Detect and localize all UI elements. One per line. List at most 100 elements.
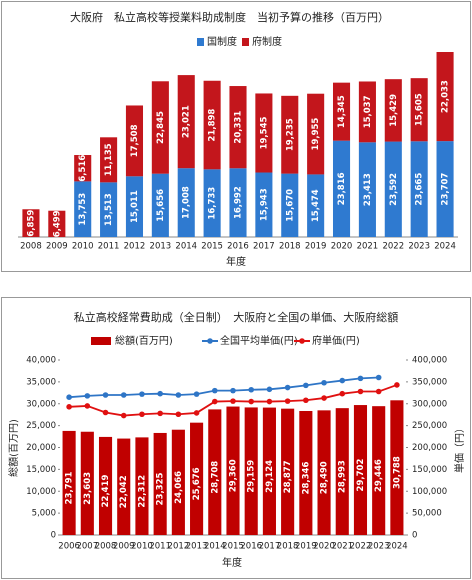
x-tick-label: 2011 — [149, 542, 171, 552]
bar-segment — [177, 168, 195, 237]
line-marker — [303, 382, 309, 389]
line-marker — [321, 395, 327, 401]
line-marker — [339, 377, 346, 384]
x-tick-label: 2019 — [295, 542, 317, 552]
y-tick-label: 40,000 — [26, 356, 56, 366]
x-tick-label: 2013 — [150, 242, 172, 252]
bar — [390, 400, 404, 535]
value-label: 19,955 — [311, 118, 321, 151]
bar — [335, 408, 349, 535]
value-label: 22,033 — [441, 80, 451, 113]
x-tick-label: 2019 — [305, 242, 327, 252]
legend-swatch — [242, 38, 249, 46]
value-label: 23,603 — [83, 472, 93, 505]
line-marker — [84, 403, 91, 409]
bar-segment — [100, 137, 118, 183]
x-axis-label: 年度 — [222, 556, 242, 569]
line-marker — [120, 392, 127, 398]
value-label: 11,135 — [104, 143, 114, 176]
line-marker — [157, 390, 163, 397]
value-label: 22,845 — [156, 111, 166, 144]
x-tick-label: 2015 — [222, 542, 244, 552]
y-tick-label: 0 — [51, 531, 56, 541]
bar — [281, 408, 295, 535]
y-tick-label: 5,000 — [32, 509, 56, 519]
value-label: 6,859 — [26, 210, 36, 237]
bar-segment — [410, 78, 428, 142]
value-label: 19,545 — [259, 117, 269, 150]
line-marker — [248, 398, 255, 405]
value-label: 6,516 — [78, 155, 88, 182]
value-label: 28,993 — [338, 460, 348, 493]
x-tick-label: 2023 — [368, 542, 390, 552]
value-label: 23,021 — [182, 105, 192, 138]
x-tick-label: 2014 — [204, 542, 226, 552]
line-marker — [102, 409, 109, 416]
x-tick-label: 2021 — [331, 542, 353, 552]
value-label: 15,943 — [259, 188, 269, 221]
bar — [171, 429, 185, 535]
value-label: 28,708 — [210, 461, 220, 494]
value-label: 22,419 — [101, 474, 111, 507]
y-tick-label: 15,000 — [26, 465, 56, 475]
x-tick-label: 2016 — [227, 242, 249, 252]
legend-label: 総額(百万円) — [115, 334, 173, 347]
line-marker — [230, 387, 236, 394]
line-marker — [211, 398, 218, 405]
value-label: 25,676 — [192, 467, 202, 500]
bar-segment — [229, 168, 247, 237]
bar-segment — [436, 141, 454, 237]
value-label: 23,707 — [441, 173, 451, 206]
line — [69, 376, 379, 399]
y2-axis-label: 単価（円） — [453, 423, 466, 473]
value-label: 15,011 — [130, 190, 140, 223]
x-tick-label: 2018 — [279, 242, 301, 252]
y-tick-label: 10,000 — [26, 487, 56, 497]
legend-label: 全国平均単価(円) — [220, 334, 298, 347]
x-tick-label: 2009 — [113, 542, 135, 552]
line-marker — [66, 394, 72, 400]
bar — [353, 405, 368, 535]
bar-segment — [332, 140, 351, 237]
line-marker — [157, 410, 163, 417]
legend-swatch — [197, 38, 204, 46]
chart-title: 大阪府 私立高校等授業料助成制度 当初予算の推移（百万円） — [70, 10, 389, 24]
y2-tick-label: 100,000 — [412, 487, 447, 497]
y-tick-label: 30,000 — [26, 399, 56, 409]
line-marker — [139, 391, 145, 397]
value-label: 6,499 — [52, 210, 62, 237]
value-label: 29,446 — [374, 459, 384, 492]
value-label: 15,605 — [415, 93, 425, 126]
value-label: 16,733 — [208, 187, 218, 220]
line-marker — [303, 397, 309, 404]
line-marker — [120, 412, 127, 419]
bar-segment — [410, 141, 428, 237]
value-label: 22,312 — [137, 475, 147, 508]
line-marker — [321, 379, 327, 386]
x-tick-label: 2009 — [46, 242, 68, 252]
bar-segment — [125, 105, 144, 177]
x-tick-label: 2008 — [95, 542, 117, 552]
bar — [372, 406, 386, 535]
x-axis-label: 年度 — [226, 255, 246, 268]
line-marker — [284, 384, 291, 391]
value-label: 17,008 — [182, 186, 192, 219]
value-label: 15,429 — [389, 94, 399, 127]
bar-segment — [332, 82, 351, 141]
value-label: 23,791 — [65, 471, 75, 504]
line-marker — [266, 398, 273, 405]
line-marker — [230, 398, 236, 404]
value-label: 15,656 — [156, 189, 166, 222]
legend-marker — [299, 338, 305, 344]
legend-label: 国制度 — [207, 35, 237, 48]
bar-segment — [255, 172, 273, 237]
bar — [262, 407, 276, 535]
line-marker — [193, 410, 200, 416]
bar — [317, 410, 331, 535]
y2-tick-label: 250,000 — [412, 421, 447, 431]
x-tick-label: 2024 — [386, 542, 408, 552]
value-label: 20,331 — [234, 111, 244, 144]
bar-segment — [307, 93, 325, 175]
line-marker — [84, 393, 91, 399]
